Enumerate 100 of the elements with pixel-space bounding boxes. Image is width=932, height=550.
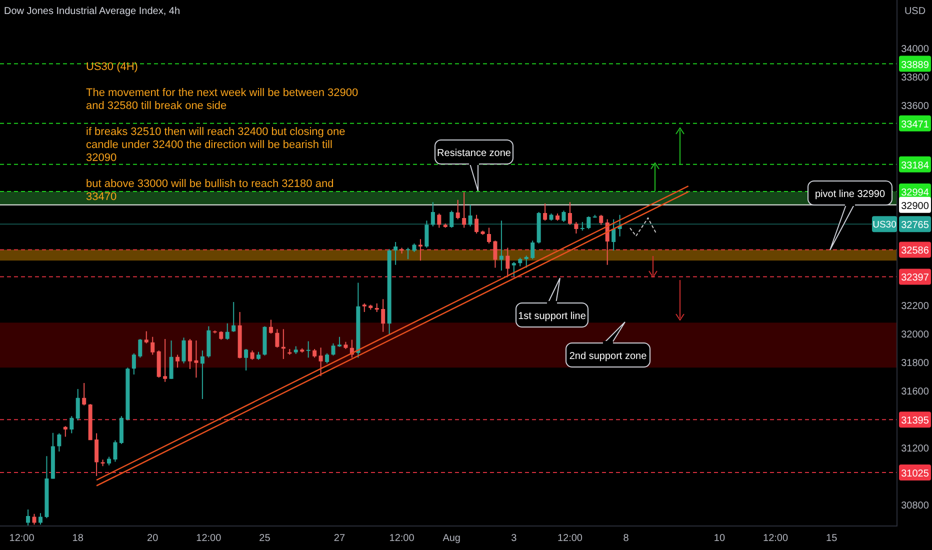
- candlestick: [194, 340, 198, 378]
- annotation: pivot line 32990: [814, 189, 886, 200]
- candlestick: [468, 204, 472, 226]
- annotation: 2nd support zone: [569, 351, 648, 362]
- candlestick: [450, 210, 454, 228]
- annotation: but above 33000 will be bullish to reach 32180 and 33470: [86, 178, 334, 203]
- candlestick: [368, 304, 373, 310]
- candlestick: [518, 258, 522, 266]
- candlestick: [188, 339, 192, 370]
- candlestick: [76, 389, 80, 420]
- candlestick: [474, 214, 479, 234]
- candlestick: [176, 354, 180, 368]
- candlestick: [456, 200, 460, 220]
- candlestick: [418, 239, 422, 261]
- candlestick: [107, 456, 112, 466]
- y-tick-label: 32000: [901, 329, 930, 340]
- y-tick-label: 30800: [901, 500, 930, 512]
- candlestick: [256, 352, 261, 360]
- candlestick: [562, 210, 566, 222]
- candlestick: [356, 282, 360, 358]
- ref-line-label: 32397: [901, 272, 930, 284]
- candlestick: [169, 340, 174, 380]
- x-tick-label: 12:00: [9, 533, 35, 544]
- candlestick: [113, 440, 118, 462]
- candlestick: [462, 192, 466, 228]
- candlestick: [493, 240, 498, 268]
- x-tick-label: 18: [72, 533, 84, 544]
- candlestick: [138, 339, 142, 358]
- candlestick: [574, 222, 578, 234]
- x-tick-label: 27: [334, 533, 346, 544]
- y-tick-label: 32200: [901, 300, 930, 312]
- candlestick: [132, 353, 136, 374]
- x-tick-label: 25: [259, 533, 271, 544]
- candlestick: [318, 348, 323, 376]
- candlestick: [486, 228, 491, 244]
- candlestick: [57, 433, 62, 452]
- candlestick: [374, 303, 379, 312]
- y-tick-label: 31200: [901, 444, 930, 455]
- candlestick: [536, 212, 541, 244]
- candlestick: [586, 216, 591, 230]
- candlestick: [599, 214, 604, 225]
- y-tick-label: 33800: [901, 72, 930, 84]
- candlestick: [32, 514, 36, 525]
- candlestick: [144, 331, 148, 344]
- candlestick: [156, 350, 161, 378]
- candlestick: [38, 513, 42, 525]
- candlestick: [387, 249, 392, 335]
- candlestick: [212, 330, 217, 334]
- candlestick: [219, 331, 224, 340]
- candlestick: [88, 404, 92, 440]
- ref-line-label: 33471: [901, 119, 930, 130]
- annotation: Resistance zone: [437, 148, 512, 159]
- candlestick: [530, 240, 535, 260]
- candlestick: [63, 426, 68, 437]
- x-tick-label: 10: [714, 533, 726, 544]
- ref-line-label: 32765: [901, 220, 930, 232]
- candlestick: [244, 349, 248, 370]
- candlestick: [182, 338, 186, 364]
- candlestick: [337, 336, 342, 347]
- y-tick-label: 31800: [901, 358, 930, 369]
- candlestick: [126, 368, 130, 420]
- annotation: The movement for the next week will be between 32900 and 32580 till break one side: [86, 87, 358, 112]
- candlestick: [300, 348, 304, 353]
- candlestick: [100, 460, 105, 466]
- candlestick: [206, 326, 211, 358]
- candlestick: [268, 320, 273, 334]
- x-tick-label: 8: [623, 533, 630, 544]
- text: Dow Jones Industrial Average Index, 4h: [4, 6, 180, 17]
- candlestick: [331, 343, 336, 356]
- candlestick: [580, 222, 584, 231]
- ref-line-label: 31025: [901, 468, 930, 480]
- candlestick: [94, 433, 99, 476]
- candlestick: [592, 214, 597, 218]
- candlestick: [26, 509, 30, 526]
- candlestick: [362, 303, 366, 312]
- candlestick: [430, 202, 435, 226]
- candlestick: [549, 213, 554, 221]
- candlestick: [262, 326, 267, 356]
- ref-line-label: 32994: [901, 188, 930, 199]
- candlestick: [232, 302, 236, 332]
- y-tick-label: 34000: [901, 44, 930, 55]
- ref-line-label: 32586: [901, 246, 930, 257]
- annotation: if breaks 32510 then will reach 32400 but closing one candle under 32400 the direction will be bearish till 32090: [86, 126, 346, 164]
- candlestick: [443, 223, 448, 228]
- candlestick: [294, 346, 298, 354]
- candlestick: [480, 230, 485, 235]
- candlestick: [70, 416, 74, 434]
- candlestick: [499, 220, 504, 271]
- candlestick: [344, 342, 348, 350]
- x-tick-label: 3: [511, 533, 518, 544]
- candlestick: [424, 220, 429, 248]
- x-tick-label: Aug: [442, 533, 461, 544]
- x-tick-label: 15: [826, 533, 838, 544]
- candlestick: [612, 219, 616, 251]
- ref-line-label: 31395: [901, 416, 930, 427]
- candlestick: [281, 329, 286, 360]
- x-tick-label: 12:00: [557, 533, 583, 544]
- candlestick: [543, 203, 548, 221]
- candlestick: [381, 299, 386, 332]
- annotation: US30 (4H): [86, 61, 138, 73]
